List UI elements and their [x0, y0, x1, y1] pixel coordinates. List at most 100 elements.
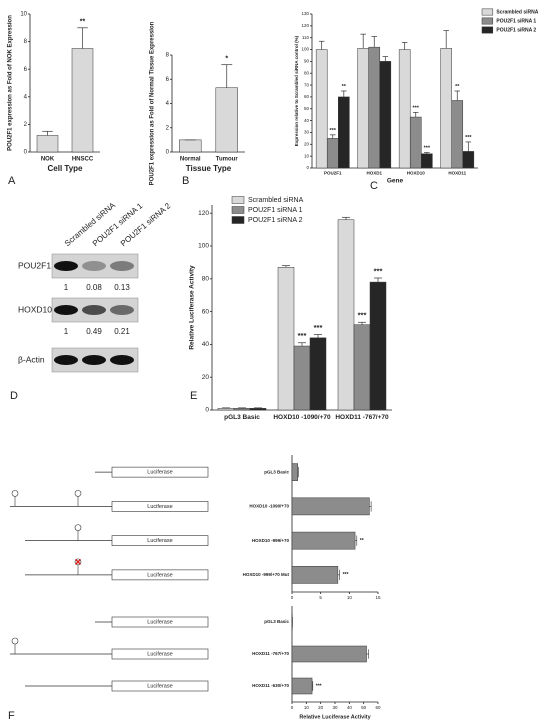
row-label: HOXD10 — [18, 304, 52, 314]
significance-label: *** — [465, 135, 472, 141]
y-tick-label: 40 — [304, 118, 310, 123]
y-tick-label: 120 — [198, 210, 209, 217]
band-value: 0.21 — [114, 327, 130, 336]
bar — [233, 408, 251, 411]
band-value: 0.08 — [86, 283, 102, 292]
significance-label: *** — [330, 128, 337, 134]
luciferase-box — [111, 501, 209, 512]
category-label: HOXD10 -999/+70 — [252, 538, 290, 543]
x-tick-label: NOK — [41, 157, 55, 163]
mutation-marker — [75, 558, 81, 565]
blot-band — [82, 355, 106, 365]
bar — [291, 566, 339, 584]
x-tick-label: 40 — [347, 705, 353, 710]
blot-band — [110, 305, 134, 315]
site-marker — [11, 637, 19, 645]
bar — [326, 138, 339, 169]
legend-label: POU2F1 siRNA 1 — [248, 207, 303, 214]
bar — [291, 463, 298, 481]
y-tick-label: 100 — [198, 243, 209, 250]
bar — [291, 497, 370, 516]
bar — [291, 677, 313, 695]
significance-label: *** — [413, 105, 420, 111]
band-value: 0.49 — [86, 327, 102, 336]
luciferase-box — [111, 616, 209, 628]
y-tick-label: 10 — [20, 12, 27, 18]
y-tick-label: 120 — [301, 23, 309, 28]
band-value: 1 — [64, 327, 69, 336]
bar — [337, 219, 355, 411]
bar — [179, 139, 202, 153]
x-tick-label: 15 — [375, 595, 381, 600]
y-tick-label: 30 — [304, 130, 310, 135]
blot-band — [54, 305, 78, 315]
y-tick-label: 90 — [304, 59, 310, 64]
legend-swatch — [481, 8, 494, 16]
bar — [309, 337, 327, 411]
blot-band — [54, 261, 78, 271]
category-label: HOXD11 -767/+70 — [252, 651, 289, 656]
panel-label: A — [8, 175, 16, 187]
bar — [293, 345, 311, 411]
luciferase-box — [111, 535, 209, 546]
x-tick-label: pGL3 Basic — [224, 414, 260, 421]
legend-label: Scrambled siRNA — [496, 9, 538, 15]
x-tick-label: 0 — [291, 705, 294, 710]
bar — [451, 100, 464, 169]
y-tick-label: 10 — [304, 153, 310, 158]
significance-label: ** — [455, 84, 460, 90]
luciferase-box — [111, 680, 209, 692]
y-tick-label: 6 — [166, 77, 170, 83]
y-tick-label: 2 — [24, 122, 28, 128]
bar — [462, 151, 475, 169]
lane-label: POU2F1 siRNA 2 — [119, 201, 173, 248]
x-axis-label: Gene — [387, 177, 404, 184]
y-tick-label: 6 — [24, 67, 28, 73]
y-tick-label: 130 — [301, 11, 309, 16]
y-axis-label: POU2F1 expression as Fold of Normal Tiss… — [150, 21, 156, 185]
x-tick-label: HOXD11 — [448, 171, 466, 176]
significance-label: *** — [358, 311, 367, 320]
luciferase-box — [111, 466, 209, 478]
significance-label: *** — [424, 146, 431, 152]
significance-label: ** — [342, 84, 347, 90]
bar — [217, 408, 235, 411]
blot-band — [82, 261, 106, 271]
y-tick-label: 0 — [306, 165, 309, 170]
significance-label: *** — [298, 331, 307, 340]
bar — [409, 116, 422, 169]
x-tick-label: Normal — [180, 157, 201, 163]
significance-label: *** — [374, 266, 383, 275]
blot-band — [54, 355, 78, 365]
y-tick-label: 8 — [24, 39, 28, 45]
x-tick-label: 60 — [375, 705, 381, 710]
legend-swatch — [231, 196, 245, 204]
significance-label: ** — [360, 538, 364, 544]
y-tick-label: 0 — [166, 150, 170, 156]
y-tick-label: 0 — [205, 407, 209, 414]
bar — [249, 408, 267, 411]
x-tick-label: HOXD10 — [407, 171, 426, 176]
y-tick-label: 40 — [202, 341, 210, 348]
blot-band — [82, 305, 106, 315]
legend-swatch — [231, 206, 245, 214]
y-tick-label: 70 — [304, 82, 310, 87]
y-tick-label: 80 — [304, 70, 310, 75]
bar — [398, 49, 411, 169]
blot-band — [110, 355, 134, 365]
bar — [315, 49, 328, 169]
bar — [291, 645, 367, 663]
y-tick-label: 100 — [301, 47, 309, 52]
site-marker — [11, 490, 19, 497]
y-axis-label: Expression relative to Scrambled siRNA c… — [294, 35, 299, 146]
bar — [215, 87, 238, 153]
x-axis-label: Relative Luciferase Activity — [299, 714, 371, 720]
x-tick-label: HNSCC — [72, 157, 94, 163]
x-axis-label: Tissue Type — [186, 164, 232, 173]
bar — [369, 281, 387, 411]
y-tick-label: 60 — [304, 94, 310, 99]
y-tick-label: 20 — [202, 374, 210, 381]
bar — [357, 48, 369, 169]
blot-band — [110, 261, 134, 271]
